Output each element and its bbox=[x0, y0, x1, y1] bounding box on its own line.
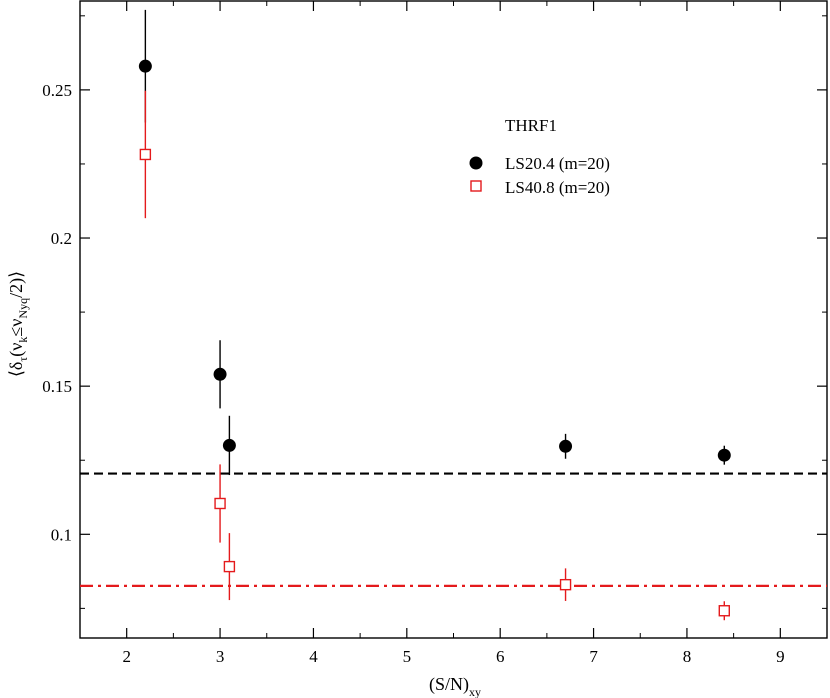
y-axis-title-k: k bbox=[16, 337, 30, 343]
y-tick-label: 0.2 bbox=[51, 229, 72, 248]
legend-label-ls40: LS40.8 (m=20) bbox=[505, 178, 610, 197]
legend-title: THRF1 bbox=[505, 116, 557, 135]
data-point bbox=[559, 578, 572, 591]
x-tick-label: 7 bbox=[589, 647, 598, 666]
x-tick-label: 2 bbox=[122, 647, 131, 666]
x-tick-label: 3 bbox=[216, 647, 225, 666]
x-tick-label: 4 bbox=[309, 647, 318, 666]
data-point bbox=[139, 148, 152, 161]
y-axis-title-open: ⟨δ bbox=[6, 362, 26, 378]
data-point bbox=[718, 605, 730, 617]
series-layer bbox=[138, 9, 731, 621]
legend-label-ls20: LS20.4 (m=20) bbox=[505, 154, 610, 173]
data-point bbox=[559, 439, 573, 453]
y-axis-title-close: /2)⟩ bbox=[6, 271, 27, 298]
data-point bbox=[223, 560, 236, 573]
x-axis-title: (S/N)xy bbox=[429, 674, 481, 698]
y-axis-title-mid1: (ν bbox=[6, 343, 27, 357]
y-axis-title-tau: τ bbox=[16, 357, 30, 362]
x-tick-label: 6 bbox=[496, 647, 505, 666]
data-point bbox=[214, 497, 226, 510]
y-tick-label: 0.25 bbox=[42, 81, 72, 100]
y-axis: 0.1 0.15 0.2 0.25 bbox=[42, 15, 827, 609]
x-tick-label: 9 bbox=[776, 647, 785, 666]
x-axis-title-main: (S/N) bbox=[429, 674, 469, 695]
y-axis-title-nyq: Nyq bbox=[16, 298, 30, 319]
plot-frame bbox=[79, 0, 828, 639]
data-point bbox=[213, 367, 227, 381]
y-tick-label: 0.15 bbox=[42, 377, 72, 396]
y-tick-label: 0.1 bbox=[51, 525, 72, 544]
x-axis-title-sub: xy bbox=[469, 685, 481, 698]
series-ls40 bbox=[139, 90, 730, 621]
y-axis-title-mid2: ≤ν bbox=[6, 319, 26, 337]
data-point bbox=[717, 448, 731, 462]
data-point bbox=[138, 59, 152, 73]
x-tick-label: 8 bbox=[683, 647, 692, 666]
legend: THRF1 LS20.4 (m=20) LS40.8 (m=20) bbox=[469, 116, 610, 197]
legend-marker-ls40 bbox=[470, 180, 482, 192]
y-axis-title: ⟨δτ(νk≤νNyq/2)⟩ bbox=[6, 271, 30, 377]
legend-marker-ls20 bbox=[469, 156, 483, 170]
series-ls20 bbox=[138, 9, 731, 476]
x-axis: 2 3 4 5 6 7 8 9 bbox=[79, 1, 828, 666]
x-tick-label: 5 bbox=[403, 647, 412, 666]
data-point bbox=[222, 438, 236, 452]
reference-lines bbox=[80, 472, 827, 587]
